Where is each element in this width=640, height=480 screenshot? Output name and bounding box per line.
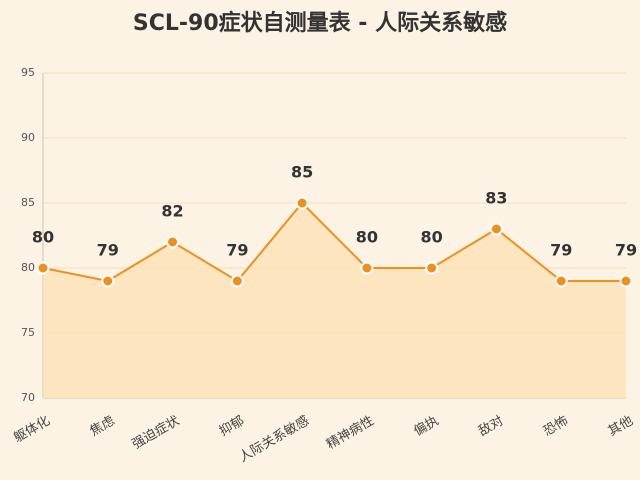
point bbox=[425, 261, 439, 275]
value-label: 85 bbox=[291, 163, 313, 182]
point bbox=[489, 222, 503, 236]
value-label: 79 bbox=[226, 241, 248, 260]
x-tick-label: 精神病性 bbox=[324, 414, 377, 453]
x-tick-label: 躯体化 bbox=[11, 413, 53, 446]
x-tick-label: 强迫症状 bbox=[130, 414, 183, 453]
value-label: 80 bbox=[32, 228, 54, 247]
point bbox=[295, 196, 309, 210]
value-label: 80 bbox=[356, 228, 378, 247]
value-label: 83 bbox=[485, 189, 507, 208]
point bbox=[101, 274, 115, 288]
line bbox=[42, 201, 626, 283]
x-tick-label: 恐怖 bbox=[540, 413, 571, 440]
chart-title: SCL-90症状自测量表 - 人际关系敏感 bbox=[133, 10, 507, 36]
y-tick-label: 95 bbox=[21, 66, 35, 79]
point bbox=[554, 274, 568, 288]
value-label: 79 bbox=[615, 241, 637, 260]
value-label: 79 bbox=[550, 241, 572, 260]
y-tick-label: 85 bbox=[21, 196, 35, 209]
point bbox=[230, 274, 244, 288]
point bbox=[166, 235, 180, 249]
x-tick-label: 偏执 bbox=[411, 414, 441, 440]
x-tick-label: 敌对 bbox=[476, 414, 506, 440]
value-label: 79 bbox=[97, 241, 119, 260]
y-tick-label: 90 bbox=[21, 131, 35, 144]
x-tick-label: 人际关系敏感 bbox=[236, 413, 312, 466]
value-label: 80 bbox=[421, 228, 443, 247]
y-tick-label: 75 bbox=[21, 326, 35, 339]
y-tick-label: 70 bbox=[21, 391, 35, 404]
point bbox=[36, 261, 50, 275]
x-tick-label: 焦虑 bbox=[87, 414, 117, 440]
x-tick-label: 抑郁 bbox=[217, 414, 247, 440]
area bbox=[43, 203, 626, 398]
point bbox=[619, 274, 633, 288]
value-label: 82 bbox=[161, 202, 183, 221]
point bbox=[360, 261, 374, 275]
x-tick-label: 其他 bbox=[606, 414, 636, 440]
y-tick-label: 80 bbox=[21, 261, 35, 274]
